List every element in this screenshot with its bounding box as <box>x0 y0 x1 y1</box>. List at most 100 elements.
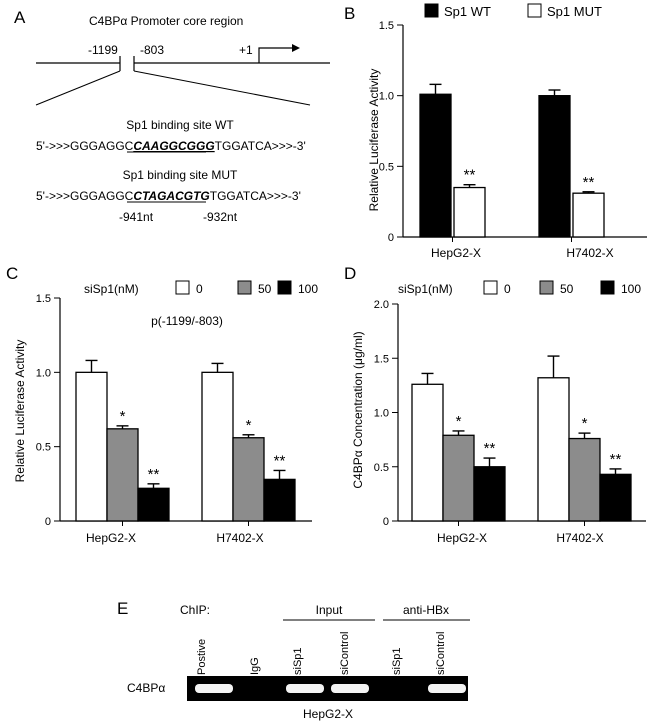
chart-c-annotation: p(-1199/-803) <box>151 314 223 328</box>
nt-right-label: -932nt <box>203 210 238 224</box>
legend-d-title: siSp1(nM) <box>398 282 453 296</box>
sig-mark-d-0-2: ** <box>484 440 496 457</box>
legend-d-swatch-100 <box>600 280 615 295</box>
gel-bands <box>195 684 466 693</box>
legend-b-label-wt: Sp1 WT <box>444 4 491 19</box>
mut-seq-suffix: TGGATCA>>>-3' <box>210 189 301 203</box>
legend-b-label-mut: Sp1 MUT <box>547 4 602 19</box>
y-tick-label-d-1: 0.5 <box>374 462 389 474</box>
panel-label-c: C <box>6 264 18 283</box>
legend-c-label-0: 0 <box>196 282 203 296</box>
chip-label: ChIP: <box>180 603 210 617</box>
tss-arrow-head <box>292 44 300 52</box>
bar-c-0-1 <box>106 428 139 522</box>
sig-mark-c-1-1: * <box>246 417 252 434</box>
gel-band-lane-1 <box>195 684 233 693</box>
y-tick-label-b-2: 1.0 <box>379 91 394 103</box>
gel-row-label: C4BPα <box>127 681 165 695</box>
legend-c-swatch-50 <box>237 280 252 295</box>
input-group-label: Input <box>316 603 343 617</box>
legend-b-swatch-mut <box>527 3 542 18</box>
legend-d-label-100: 100 <box>621 282 641 296</box>
y-tick-label-d-2: 1.0 <box>374 408 389 420</box>
legend-c-label-50: 50 <box>258 282 272 296</box>
lane-label-igg: IgG <box>249 657 261 675</box>
lane-label-input-sisp1: siSp1 <box>292 647 304 675</box>
panel-label-b: B <box>344 4 355 23</box>
legend-d-swatch-0 <box>483 280 498 295</box>
x-category-label-b-hepg2: HepG2-X <box>431 246 481 260</box>
legend-c-title: siSp1(nM) <box>84 282 139 296</box>
chart-c: siSp1(nM) 0 50 100 p(-1199/-803) Relativ… <box>13 280 318 545</box>
y-axis-title-c: Relative Luciferase Activity <box>13 340 27 483</box>
bar-c-1-2 <box>263 478 296 522</box>
pos-1199-label: -1199 <box>88 43 118 57</box>
wt-site-label: Sp1 binding site WT <box>126 118 234 132</box>
nt-left-label: -941nt <box>119 210 154 224</box>
bar-b-0-0 <box>419 93 452 238</box>
wt-seq-suffix: TGGATCA>>>-3' <box>215 139 306 153</box>
panel-label-a: A <box>14 8 26 27</box>
y-tick-label-c-3: 1.5 <box>36 293 51 305</box>
x-category-label-d-hepg2: HepG2-X <box>437 531 487 545</box>
sig-mark-c-0-1: * <box>120 408 126 425</box>
panel-a-diagram: C4BPα Promoter core region -1199 -803 +1… <box>35 14 330 224</box>
bar-d-0-1 <box>442 434 475 522</box>
y-tick-label-b-1: 0.5 <box>379 161 394 173</box>
sig-mark-d-1-1: * <box>582 415 588 432</box>
mut-seq-prefix: 5'->>>GGGAGGC <box>36 189 134 203</box>
legend-d-label-50: 50 <box>560 282 574 296</box>
promoter-title: C4BPα Promoter core region <box>89 14 243 28</box>
bar-c-1-0 <box>201 371 234 522</box>
lane-label-input-sicontrol: siControl <box>339 632 351 675</box>
bar-c-1-1 <box>232 437 265 522</box>
wt-seq-prefix: 5'->>>GGGAGGC <box>36 139 134 153</box>
bar-c-0-2 <box>137 487 170 522</box>
tss-label: +1 <box>239 43 253 57</box>
gel-band-lane-6 <box>428 684 466 693</box>
gel-band-lane-3 <box>286 684 324 693</box>
gel-band-lane-4 <box>331 684 369 693</box>
zoom-line-left <box>35 70 121 106</box>
y-tick-label-c-1: 0.5 <box>36 442 51 454</box>
wt-seq-site: CAAGGCGGG <box>133 139 214 153</box>
bar-d-1-0 <box>537 377 570 522</box>
lane-label-antihbx-sicontrol: siControl <box>435 632 447 675</box>
chart-b: Sp1 WT Sp1 MUT Relative Luciferase Activ… <box>367 3 647 260</box>
bar-d-1-1 <box>568 437 601 522</box>
legend-d-label-0: 0 <box>504 282 511 296</box>
mut-sequence: 5'->>>GGGAGGCCTAGACGTGTGGATCA>>>-3' <box>36 189 301 203</box>
x-category-label-b-h7402: H7402-X <box>566 246 613 260</box>
sig-mark-c-0-2: ** <box>148 466 160 483</box>
bar-d-0-0 <box>411 383 444 522</box>
bar-c-0-0 <box>75 371 108 522</box>
antihbx-group-label: anti-HBx <box>403 603 449 617</box>
lane-label-positive: Postive <box>196 639 208 675</box>
mut-seq-site: CTAGACGTG <box>133 189 209 203</box>
mut-site-label: Sp1 binding site MUT <box>123 168 238 182</box>
chart-d: siSp1(nM) 0 50 100 C4BPα Concentration (… <box>351 280 646 545</box>
panel-label-d: D <box>344 264 356 283</box>
sig-mark-d-0-1: * <box>456 413 462 430</box>
x-category-label-c-h7402: H7402-X <box>216 531 263 545</box>
y-axis-title-d: C4BPα Concentration (μg/ml) <box>351 331 365 488</box>
x-category-label-d-h7402: H7402-X <box>556 531 603 545</box>
y-tick-label-d-4: 2.0 <box>374 299 389 311</box>
bar-b-0-1 <box>453 186 486 238</box>
lane-label-antihbx-sisp1: siSp1 <box>391 647 403 675</box>
y-tick-label-c-0: 0 <box>45 516 51 528</box>
tss-arrow <box>258 47 292 63</box>
zoom-line-right <box>133 70 311 106</box>
bar-d-1-2 <box>599 473 632 522</box>
wt-sequence: 5'->>>GGGAGGCCAAGGCGGGTGGATCA>>>-3' <box>36 139 306 153</box>
bar-d-0-2 <box>473 466 506 522</box>
bar-b-1-0 <box>538 95 571 238</box>
legend-c-label-100: 100 <box>298 282 318 296</box>
sig-mark-b-1-1: ** <box>583 174 595 191</box>
panel-e-chip: ChIP: Input anti-HBx Postive IgG siSp1 s… <box>127 603 470 721</box>
sig-mark-d-1-2: ** <box>610 451 622 468</box>
bar-b-1-1 <box>572 192 605 238</box>
y-tick-label-d-3: 1.5 <box>374 353 389 365</box>
panel-label-e: E <box>117 599 128 618</box>
